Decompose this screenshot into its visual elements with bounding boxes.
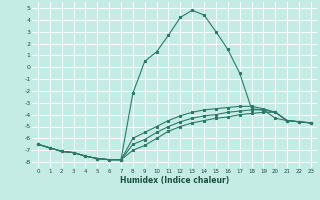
- X-axis label: Humidex (Indice chaleur): Humidex (Indice chaleur): [120, 176, 229, 185]
